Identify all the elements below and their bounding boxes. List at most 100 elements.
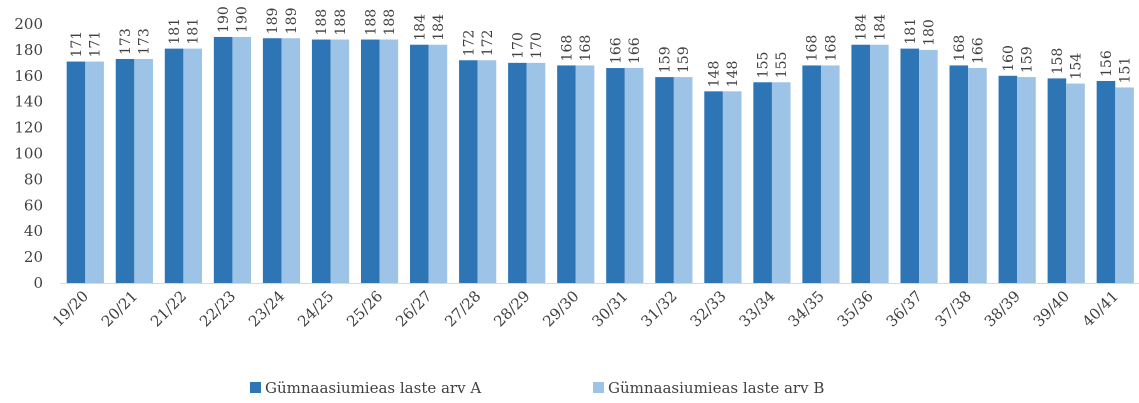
y-tick-label: 140 [14,93,43,111]
bar-series-b [134,58,153,284]
y-tick-label: 80 [24,170,43,188]
x-tick-label: 29/30 [539,287,582,330]
bar-series-a [998,75,1018,283]
data-label-series-b: 155 [774,52,790,79]
bar-series-b [673,77,693,283]
bar-series-a [753,82,772,284]
bar-series-b [379,39,399,283]
x-tick-label: 33/34 [735,287,778,330]
data-label-series-b: 181 [186,18,202,45]
bar-series-b [281,38,301,284]
bar-series-a [1096,80,1116,283]
bar-series-b [575,65,595,283]
x-tick-label: 32/33 [686,287,729,330]
data-label-series-b: 170 [529,32,545,59]
bar-series-a [851,44,871,283]
x-tick-label: 25/26 [343,287,386,330]
x-tick-label: 21/22 [147,287,190,330]
y-tick-label: 160 [14,67,43,85]
data-label-series-b: 166 [970,37,986,64]
data-label-series-a: 155 [756,52,772,79]
bar-series-b [820,65,840,283]
bar-series-b [1115,87,1134,283]
data-label-series-a: 171 [69,31,85,58]
bar-series-a [557,65,576,283]
x-tick-label: 26/27 [392,287,435,330]
y-tick-label: 0 [33,274,43,292]
data-label-series-b: 189 [284,8,300,35]
bar-series-a [508,62,527,283]
bar-series-a [606,68,625,283]
data-label-series-b: 184 [431,14,447,41]
y-tick-label: 120 [14,119,43,137]
x-tick-label: 35/36 [834,287,877,330]
data-label-series-a: 181 [903,18,919,45]
bar-series-b [85,61,104,284]
bar-series-b [477,60,497,284]
x-tick-label: 36/37 [883,287,926,330]
bar-series-b [624,68,644,283]
bar-series-b [1017,77,1036,283]
y-tick-label: 40 [24,222,43,240]
y-tick-label: 20 [24,248,43,266]
data-label-series-b: 166 [627,37,643,64]
data-label-series-a: 189 [265,8,281,35]
bar-series-b [919,49,938,284]
data-label-series-b: 180 [921,19,937,46]
bar-series-a [802,65,821,283]
x-tick-label: 40/41 [1079,287,1122,330]
x-tick-label: 24/25 [294,287,337,330]
data-label-series-a: 168 [952,35,968,62]
x-tick-label: 39/40 [1030,287,1073,330]
bar-series-a [262,38,282,284]
y-tick-label: 180 [14,41,43,59]
bar-series-a [900,48,920,284]
data-label-series-a: 188 [363,9,379,36]
data-label-series-a: 159 [658,46,674,73]
data-label-series-a: 181 [167,18,183,45]
bar-series-b [232,36,252,284]
y-tick-label: 200 [14,15,43,33]
bar-series-a [1047,78,1067,283]
data-label-series-a: 184 [412,14,428,41]
data-label-series-b: 172 [480,30,496,57]
data-label-series-b: 154 [1069,53,1085,80]
legend: Gümnaasiumieas laste arv A Gümnaasiumieas… [250,379,824,397]
bar-series-a [704,91,723,283]
x-tick-label: 38/39 [981,287,1024,330]
data-label-series-a: 158 [1050,48,1066,75]
legend-swatch-series-a [250,382,261,393]
bar-series-a [655,77,674,283]
data-label-series-b: 188 [382,9,398,36]
data-label-series-b: 159 [676,46,692,73]
bar-series-a [459,60,478,284]
bar-series-b [183,48,202,284]
data-label-series-b: 188 [333,9,349,36]
data-label-series-a: 170 [510,32,526,59]
bar-series-b [330,39,350,283]
data-label-series-a: 156 [1099,50,1115,77]
bar-series-a [66,61,86,284]
bar-series-a [115,58,135,284]
data-label-series-b: 168 [578,35,594,62]
bar-series-b [771,82,791,284]
y-tick-label: 60 [24,196,43,214]
y-axis: 0 20 40 60 80 100 120 140 160 180 200 [14,15,43,292]
data-label-series-b: 190 [235,6,251,33]
bar-series-b [722,91,742,283]
y-tick-label: 100 [14,145,43,163]
data-label-series-a: 184 [854,14,870,41]
data-label-series-a: 188 [314,9,330,36]
data-label-series-a: 173 [118,28,134,55]
data-label-series-b: 159 [1019,46,1035,73]
data-label-series-a: 166 [609,37,625,64]
data-labels-group: 171 171 173 173 181 181 190 190 189 189 188 188 188 1… [69,6,1134,87]
bar-series-b [968,68,987,283]
x-tick-label: 27/28 [441,287,484,330]
x-tick-label: 30/31 [588,287,631,330]
bars-group [66,36,1134,284]
x-tick-label: 19/20 [49,287,92,330]
bar-series-b [526,62,546,283]
data-label-series-b: 173 [137,28,153,55]
